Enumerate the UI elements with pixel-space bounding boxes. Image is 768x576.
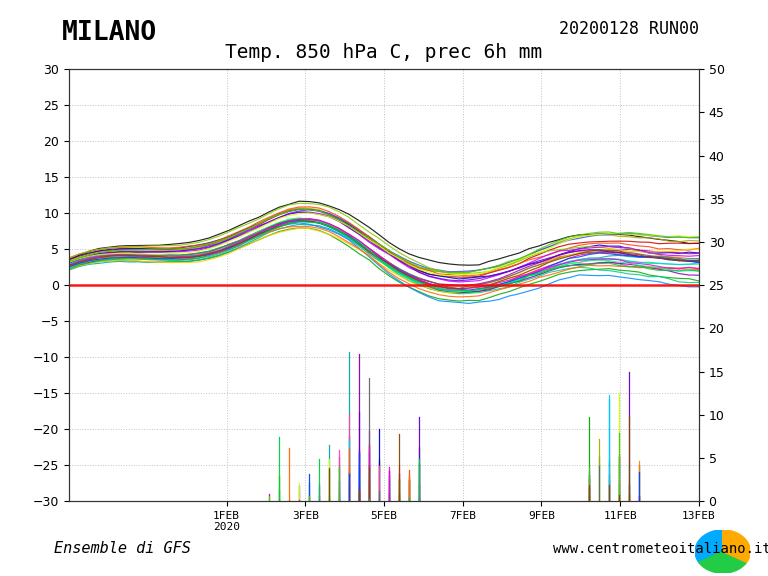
Text: Temp. 850 hPa C, prec 6h mm: Temp. 850 hPa C, prec 6h mm: [225, 43, 543, 62]
Wedge shape: [695, 530, 723, 562]
Text: MILANO: MILANO: [61, 20, 157, 46]
Wedge shape: [723, 530, 750, 562]
Text: 20200128 RUN00: 20200128 RUN00: [559, 20, 699, 38]
Text: Ensemble di GFS: Ensemble di GFS: [54, 541, 190, 556]
Wedge shape: [699, 552, 746, 573]
Text: www.centrometeoitaliano.it: www.centrometeoitaliano.it: [553, 542, 768, 556]
